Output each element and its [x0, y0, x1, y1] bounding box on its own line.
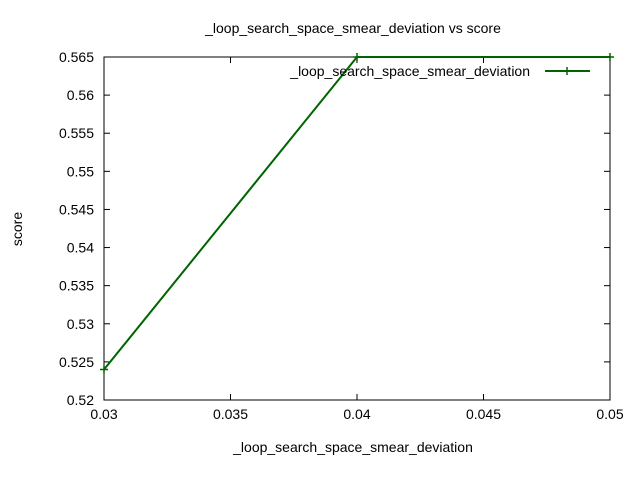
x-tick-label: 0.03 — [90, 406, 117, 422]
y-tick-label: 0.545 — [59, 201, 94, 217]
data-point-marker — [353, 53, 361, 61]
data-point-marker — [606, 53, 614, 61]
legend: _loop_search_space_smear_deviation — [289, 63, 590, 79]
y-tick-label: 0.54 — [67, 240, 94, 256]
y-tick-label: 0.52 — [67, 392, 94, 408]
y-tick-label: 0.555 — [59, 125, 94, 141]
series-line — [103, 56, 610, 371]
y-tick-label: 0.55 — [67, 163, 94, 179]
x-tick-label: 0.045 — [466, 406, 501, 422]
y-tick-label: 0.565 — [59, 49, 94, 65]
legend-marker-plus — [563, 67, 571, 75]
y-tick-label: 0.535 — [59, 278, 94, 294]
x-tick-label: 0.035 — [213, 406, 248, 422]
y-tick-label: 0.53 — [67, 316, 94, 332]
x-tick-label: 0.04 — [343, 406, 370, 422]
x-axis-label: _loop_search_space_smear_deviation — [232, 439, 473, 455]
y-tick-label: 0.56 — [67, 87, 94, 103]
series-layer — [100, 53, 614, 374]
y-tick-label: 0.525 — [59, 354, 94, 370]
x-axis: 0.03 0.035 0.04 0.045 0.05 — [90, 57, 624, 422]
x-tick-label: 0.05 — [596, 406, 623, 422]
y-axis: 0.52 0.525 0.53 0.535 0.54 0.545 0.55 0.555 0.56… — [59, 49, 610, 408]
y-axis-label: score — [9, 212, 25, 246]
legend-entry-label: _loop_search_space_smear_deviation — [289, 63, 530, 79]
data-point-marker — [100, 365, 108, 374]
chart-title: _loop_search_space_smear_deviation vs sc… — [204, 20, 501, 36]
plot-area-frame — [103, 56, 611, 401]
